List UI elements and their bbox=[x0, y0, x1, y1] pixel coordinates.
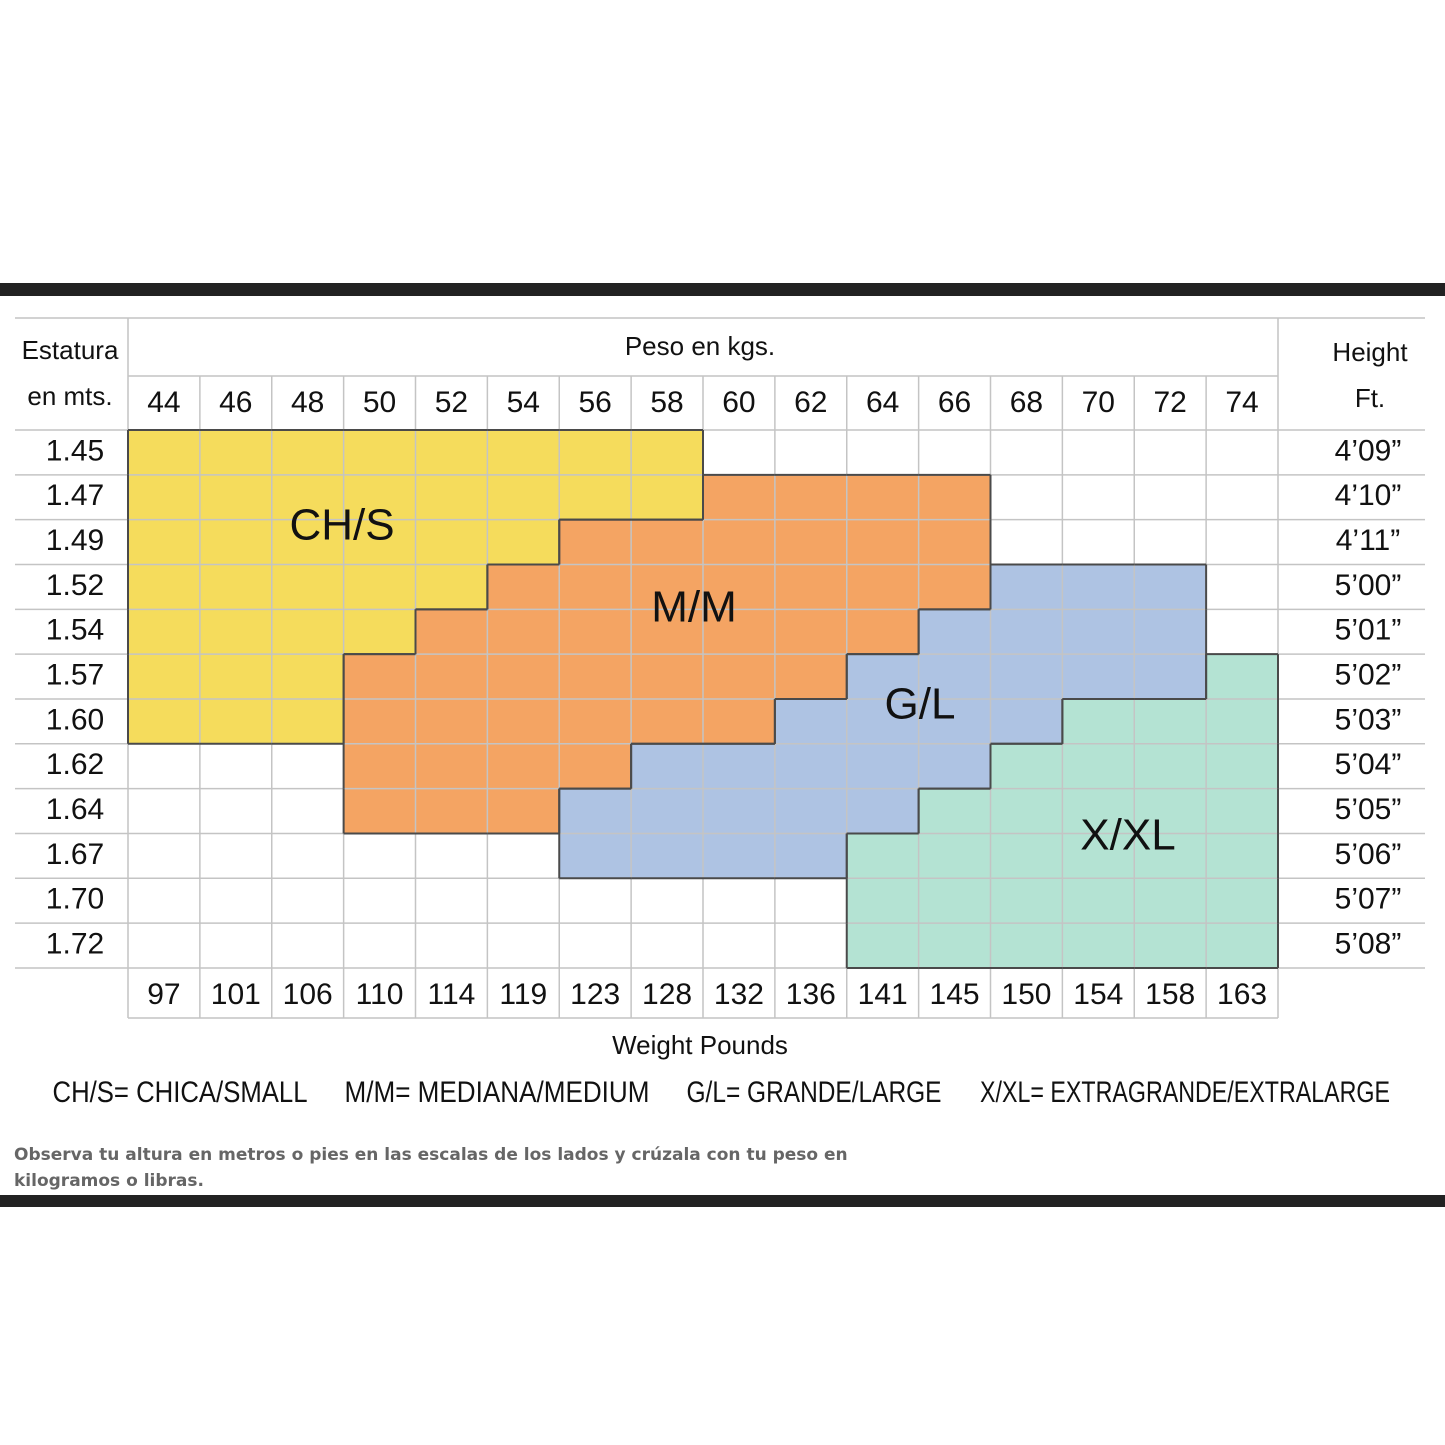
height-m-label: 1.45 bbox=[46, 434, 104, 467]
height-ft-label: 5’03” bbox=[1335, 703, 1402, 736]
height-m-title: en mts. bbox=[27, 381, 112, 411]
height-m-label: 1.64 bbox=[46, 793, 104, 826]
bottom-bar bbox=[0, 1195, 1445, 1207]
kg-label: 48 bbox=[291, 386, 324, 419]
lb-label: 97 bbox=[147, 978, 180, 1011]
lb-label: 132 bbox=[714, 978, 764, 1011]
size-cell-row bbox=[128, 654, 344, 699]
height-m-label: 1.62 bbox=[46, 748, 104, 781]
lb-label: 136 bbox=[786, 978, 836, 1011]
kg-label: 56 bbox=[579, 386, 612, 419]
size-cell-row bbox=[846, 654, 1207, 699]
lb-label: 101 bbox=[211, 978, 261, 1011]
size-cell-row bbox=[559, 788, 919, 834]
kg-label: 60 bbox=[722, 386, 755, 419]
size-label: CH/S bbox=[289, 501, 394, 550]
lb-label: 145 bbox=[930, 978, 980, 1011]
height-ft-label: 4’09” bbox=[1335, 434, 1402, 467]
size-cell-row bbox=[1062, 698, 1278, 744]
lb-label: 163 bbox=[1217, 978, 1267, 1011]
kg-label: 74 bbox=[1225, 386, 1258, 419]
lb-label: 128 bbox=[642, 978, 692, 1011]
height-ft-label: 5’04” bbox=[1335, 748, 1402, 781]
lb-label: 150 bbox=[1001, 978, 1051, 1011]
kg-label: 72 bbox=[1154, 386, 1187, 419]
size-cell-row bbox=[343, 654, 847, 699]
lb-label: 106 bbox=[283, 978, 333, 1011]
kg-label: 64 bbox=[866, 386, 899, 419]
height-m-label: 1.57 bbox=[46, 658, 104, 691]
height-m-label: 1.67 bbox=[46, 838, 104, 871]
lb-label: 114 bbox=[428, 978, 476, 1011]
size-cell-row bbox=[990, 564, 1207, 610]
legend-item: X/XL= EXTRAGRANDE/EXTRALARGE bbox=[980, 1076, 1390, 1109]
lb-label: 123 bbox=[570, 978, 620, 1011]
size-cell-row bbox=[343, 788, 560, 834]
kg-label: 68 bbox=[1010, 386, 1043, 419]
height-ft-label: 5’06” bbox=[1335, 838, 1402, 871]
top-bar bbox=[0, 283, 1445, 296]
height-ft-label: 5’00” bbox=[1335, 569, 1402, 602]
kg-label: 70 bbox=[1082, 386, 1115, 419]
kg-label: 58 bbox=[650, 386, 683, 419]
height-m-label: 1.70 bbox=[46, 883, 104, 916]
note: Observa tu altura en metros o pies en la… bbox=[14, 1145, 848, 1191]
lb-label: 110 bbox=[356, 978, 404, 1011]
lb-label: 154 bbox=[1073, 978, 1123, 1011]
lb-label: 158 bbox=[1145, 978, 1195, 1011]
size-cell-row bbox=[415, 609, 919, 655]
height-m-label: 1.54 bbox=[46, 614, 104, 647]
height-m-title: Estatura bbox=[22, 335, 119, 365]
legend-item: CH/S= CHICA/SMALL bbox=[53, 1076, 308, 1109]
height-m-label: 1.47 bbox=[46, 479, 104, 512]
size-cell-row bbox=[487, 564, 991, 610]
height-ft-title: Height bbox=[1332, 337, 1408, 367]
legend-item: M/M= MEDIANA/MEDIUM bbox=[345, 1076, 650, 1109]
size-cell-row bbox=[1206, 654, 1278, 699]
size-cell-row bbox=[918, 788, 1278, 834]
kg-label: 46 bbox=[219, 386, 252, 419]
kg-label: 66 bbox=[938, 386, 971, 419]
height-m-label: 1.60 bbox=[46, 703, 104, 736]
height-ft-label: 5’05” bbox=[1335, 793, 1402, 826]
height-ft-label: 4’11” bbox=[1336, 524, 1400, 557]
kg-label: 54 bbox=[507, 386, 540, 419]
lb-label: 119 bbox=[499, 978, 547, 1011]
height-ft-title: Ft. bbox=[1355, 383, 1385, 413]
height-m-label: 1.49 bbox=[46, 524, 104, 557]
kg-label: 62 bbox=[794, 386, 827, 419]
size-cell-row bbox=[128, 698, 344, 744]
kg-label: 52 bbox=[435, 386, 468, 419]
size-cell-row bbox=[128, 564, 488, 610]
legend-item: G/L= GRANDE/LARGE bbox=[687, 1076, 942, 1109]
size-cell-row bbox=[631, 743, 991, 789]
lb-label: 141 bbox=[858, 978, 908, 1011]
kg-label: 44 bbox=[147, 386, 180, 419]
size-label: X/XL bbox=[1080, 811, 1175, 860]
height-ft-label: 5’02” bbox=[1335, 658, 1402, 691]
height-ft-label: 5’01” bbox=[1335, 614, 1402, 647]
height-ft-label: 4’10” bbox=[1335, 479, 1402, 512]
weight-kg-title: Peso en kgs. bbox=[625, 331, 775, 361]
height-ft-label: 5’07” bbox=[1335, 883, 1402, 916]
weight-lb-title: Weight Pounds bbox=[612, 1030, 788, 1060]
size-label: G/L bbox=[885, 680, 956, 729]
kg-label: 50 bbox=[363, 386, 396, 419]
height-m-label: 1.52 bbox=[46, 569, 104, 602]
height-ft-label: 5’08” bbox=[1335, 927, 1402, 960]
height-m-label: 1.72 bbox=[46, 927, 104, 960]
size-label: M/M bbox=[651, 583, 737, 632]
